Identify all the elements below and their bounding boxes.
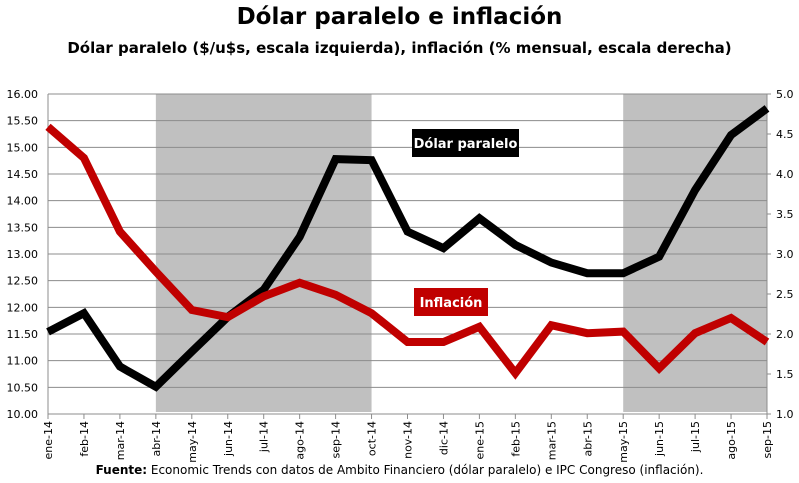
y-right-tick-label: 2.5 bbox=[776, 288, 794, 301]
y-left-tick-label: 15.50 bbox=[7, 115, 39, 128]
shaded-period bbox=[623, 94, 767, 412]
chart-title: Dólar paralelo e inflación bbox=[236, 4, 563, 30]
y-left-tick-label: 12.00 bbox=[7, 301, 39, 314]
y-left-tick-label: 13.50 bbox=[7, 221, 39, 234]
y-right-tick-label: 3.0 bbox=[776, 248, 794, 261]
source-text: Economic Trends con datos de Ambito Fina… bbox=[147, 463, 704, 477]
y-left-tick-label: 16.00 bbox=[7, 88, 39, 101]
chart-source: Fuente: Economic Trends con datos de Amb… bbox=[0, 463, 799, 477]
series-label: Dólar paralelo bbox=[414, 137, 518, 152]
x-tick-label: ago-15 bbox=[725, 421, 738, 460]
x-tick-label: ago-14 bbox=[294, 421, 307, 460]
y-left-tick-label: 13.00 bbox=[7, 248, 39, 261]
y-right-tick-label: 2.0 bbox=[776, 328, 794, 341]
x-tick-label: sep-15 bbox=[761, 421, 774, 458]
series-label: Inflación bbox=[420, 296, 483, 311]
x-tick-label: may-15 bbox=[617, 421, 630, 463]
x-tick-label: jul-15 bbox=[689, 421, 702, 453]
series-label-box bbox=[414, 288, 488, 316]
x-tick-label: abr-15 bbox=[581, 421, 594, 457]
x-tick-label: dic-14 bbox=[437, 421, 450, 455]
y-left-tick-label: 14.50 bbox=[7, 168, 39, 181]
x-tick-label: feb-15 bbox=[509, 421, 522, 457]
x-tick-label: jun-15 bbox=[653, 421, 666, 457]
y-left-tick-label: 11.00 bbox=[7, 355, 39, 368]
x-tick-label: oct-14 bbox=[366, 421, 379, 456]
chart-subtitle: Dólar paralelo ($/u$s, escala izquierda)… bbox=[67, 39, 732, 57]
y-left-tick-label: 15.00 bbox=[7, 141, 39, 154]
x-tick-label: nov-14 bbox=[402, 421, 415, 459]
x-tick-label: abr-14 bbox=[150, 421, 163, 457]
y-right-tick-label: 1.0 bbox=[776, 408, 794, 421]
y-left-tick-label: 14.00 bbox=[7, 195, 39, 208]
x-tick-label: ene-15 bbox=[473, 421, 486, 459]
y-left-tick-label: 12.50 bbox=[7, 275, 39, 288]
y-right-tick-label: 1.5 bbox=[776, 368, 794, 381]
y-right-tick-label: 4.0 bbox=[776, 168, 794, 181]
x-tick-label: ene-14 bbox=[42, 421, 55, 459]
y-right-tick-label: 5.0 bbox=[776, 88, 794, 101]
y-right-tick-label: 4.5 bbox=[776, 128, 794, 141]
y-left-tick-label: 10.00 bbox=[7, 408, 39, 421]
shaded-period bbox=[155, 94, 372, 412]
y-right-tick-label: 3.5 bbox=[776, 208, 794, 221]
x-tick-label: mar-14 bbox=[114, 421, 127, 460]
x-tick-label: feb-14 bbox=[78, 421, 91, 457]
x-tick-label: sep-14 bbox=[330, 421, 343, 458]
x-tick-label: jun-14 bbox=[222, 421, 235, 457]
x-tick-label: jul-14 bbox=[258, 421, 271, 453]
y-left-tick-label: 10.50 bbox=[7, 381, 39, 394]
source-label: Fuente: bbox=[95, 463, 148, 477]
x-tick-label: may-14 bbox=[186, 421, 199, 463]
y-left-tick-label: 11.50 bbox=[7, 328, 39, 341]
x-tick-label: mar-15 bbox=[545, 421, 558, 460]
series-label-box bbox=[412, 129, 519, 157]
